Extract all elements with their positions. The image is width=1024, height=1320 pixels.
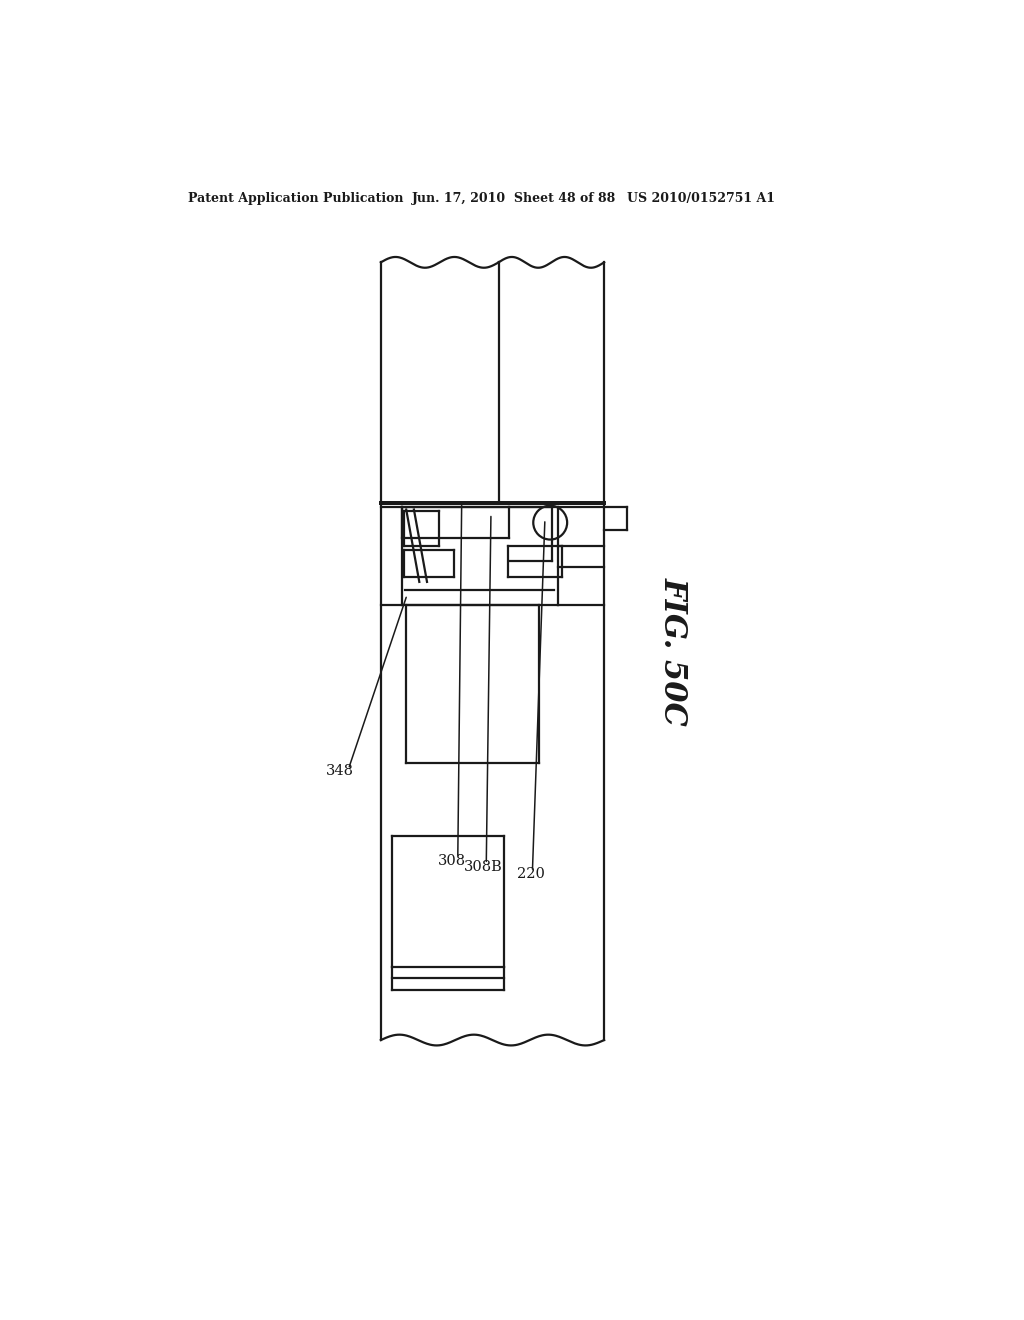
Text: Patent Application Publication: Patent Application Publication xyxy=(188,191,403,205)
Text: US 2010/0152751 A1: US 2010/0152751 A1 xyxy=(628,191,775,205)
Text: Jun. 17, 2010  Sheet 48 of 88: Jun. 17, 2010 Sheet 48 of 88 xyxy=(412,191,615,205)
Text: 348: 348 xyxy=(326,763,354,777)
Text: 308: 308 xyxy=(438,854,467,867)
Text: 308B: 308B xyxy=(464,859,503,874)
Text: 220: 220 xyxy=(517,867,545,882)
Text: FIG. 50C: FIG. 50C xyxy=(657,577,689,726)
